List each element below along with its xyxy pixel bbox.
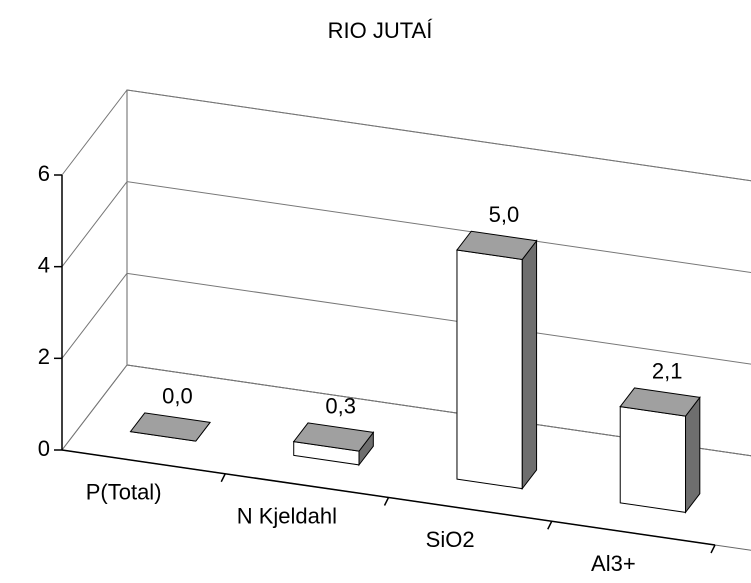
bar-front [456,249,523,490]
bar-side [521,239,538,491]
bar-top [129,412,211,442]
grid-line [61,89,751,182]
chart-title: RIO JUTAÍ [328,18,434,43]
value-label: 2,1 [652,358,683,383]
bar-top [456,230,538,260]
x-tick [547,520,553,530]
value-label: 0,3 [325,393,356,418]
value-label: 0,0 [162,383,193,408]
x-tick-label: SiO2 [426,527,475,552]
y-tick-label: 6 [38,161,50,186]
bar-top [292,422,375,452]
x-tick [383,497,390,506]
x-tick [220,473,226,483]
y-tick-label: 2 [38,344,50,369]
y-tick-label: 0 [38,436,50,461]
grid-line [61,272,751,365]
x-tick-label: Al3+ [591,551,636,576]
x-tick-label: P(Total) [86,480,162,505]
bar-side [685,395,701,514]
x-tick [710,544,716,554]
y-tick-label: 4 [38,252,50,277]
bar-front [619,406,687,513]
bar-top [619,387,701,417]
x-tick-label: N Kjeldahl [237,503,337,528]
value-label: 5,0 [489,202,520,227]
grid-line [61,181,751,273]
